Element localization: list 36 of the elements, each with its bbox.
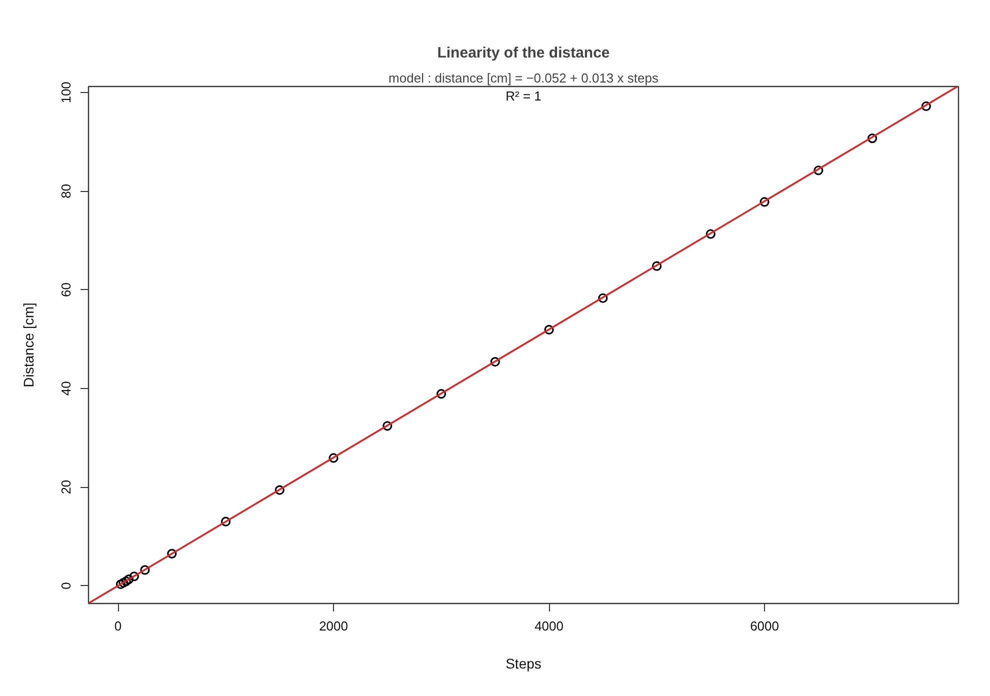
point (814, 166, 824, 176)
annotation: R² = 1 (506, 88, 542, 104)
point (274, 485, 284, 495)
x-axis-title: Steps (506, 656, 542, 672)
y-tick-label: 100 (58, 82, 74, 104)
point (124, 574, 134, 584)
x-tick-label: 0 (114, 618, 122, 634)
point (867, 134, 878, 144)
chart-title: Linearity of the distance (437, 44, 610, 62)
point (121, 576, 131, 586)
point (436, 389, 446, 399)
point (220, 516, 231, 526)
y-tick-label: 40 (58, 381, 74, 396)
point (652, 261, 662, 271)
point (544, 324, 554, 334)
point (490, 356, 500, 367)
y-tick-label: 20 (58, 480, 74, 494)
point (129, 572, 139, 582)
point (921, 101, 931, 112)
point (118, 578, 128, 588)
point (382, 421, 392, 431)
point (116, 579, 126, 590)
point (167, 548, 177, 558)
point (598, 293, 608, 303)
x-tick-label: 4000 (534, 618, 564, 634)
y-axis-title: Distance [cm] (20, 302, 36, 388)
x-tick-label: 2000 (319, 618, 348, 634)
y-tick-label: 0 (58, 582, 74, 590)
y-tick-label: 60 (58, 282, 74, 297)
point (140, 565, 150, 575)
point (328, 453, 338, 463)
x-tick-label: 6000 (750, 618, 780, 634)
y-tick-label: 80 (58, 184, 74, 198)
point (706, 229, 716, 239)
chart-subtitle: model : distance [cm] = −0.052 + 0.013 x steps (388, 70, 659, 86)
point (760, 197, 770, 207)
